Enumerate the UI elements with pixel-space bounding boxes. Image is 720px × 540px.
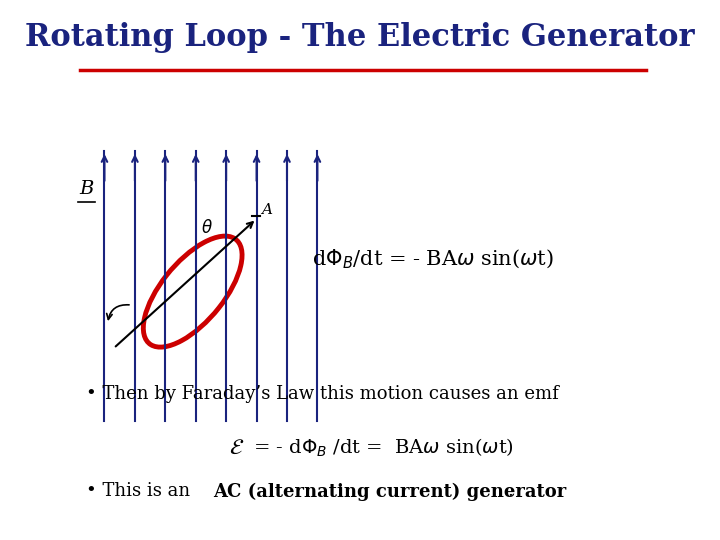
Text: Rotating Loop - The Electric Generator: Rotating Loop - The Electric Generator [25,22,695,53]
Text: AC (alternating current) generator: AC (alternating current) generator [213,482,566,501]
Text: • This is an: • This is an [86,482,196,501]
Text: = - d$\Phi_{B}$ /dt =  BA$\omega$ sin($\omega$t): = - d$\Phi_{B}$ /dt = BA$\omega$ sin($\o… [248,437,515,460]
Text: .: . [507,482,513,501]
Text: $\theta$: $\theta$ [201,219,212,237]
Text: A: A [261,202,272,217]
Text: $\mathcal{E}$: $\mathcal{E}$ [229,438,245,458]
Text: d$\Phi_{B}$/dt = - BA$\omega$ sin($\omega$t): d$\Phi_{B}$/dt = - BA$\omega$ sin($\omeg… [312,248,554,271]
Text: B: B [79,180,94,198]
Text: • Then by Faraday’s Law this motion causes an emf: • Then by Faraday’s Law this motion caus… [86,385,559,403]
